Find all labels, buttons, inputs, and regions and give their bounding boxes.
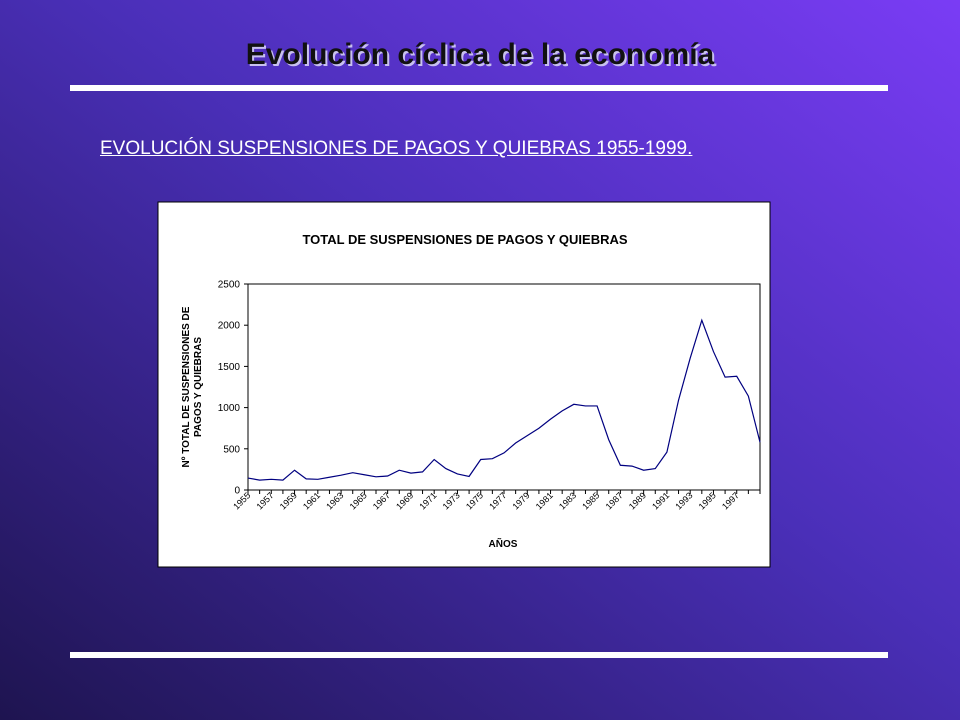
- y-tick-label: 0: [234, 486, 240, 497]
- chart-title: TOTAL DE SUSPENSIONES DE PAGOS Y QUIEBRA…: [302, 232, 627, 247]
- y-tick-label: 1000: [218, 403, 241, 414]
- rule: [70, 652, 888, 658]
- rule: [70, 85, 888, 91]
- slide-subtitle: EVOLUCIÓN SUSPENSIONES DE PAGOS Y QUIEBR…: [100, 138, 693, 159]
- y-axis-label: PAGOS Y QUIEBRAS: [193, 337, 204, 437]
- y-tick-label: 2000: [218, 321, 241, 332]
- chart-frame: [157, 201, 771, 568]
- y-tick-label: 2500: [218, 280, 241, 291]
- slide-title: Evolución cíclica de la economía: [245, 38, 715, 71]
- y-tick-label: 1500: [218, 362, 241, 373]
- y-tick-label: 500: [223, 444, 240, 455]
- x-axis-label: AÑOS: [489, 537, 518, 550]
- line: [247, 318, 761, 481]
- y-axis-label: Nº TOTAL DE SUSPENSIONES DE: [181, 306, 192, 467]
